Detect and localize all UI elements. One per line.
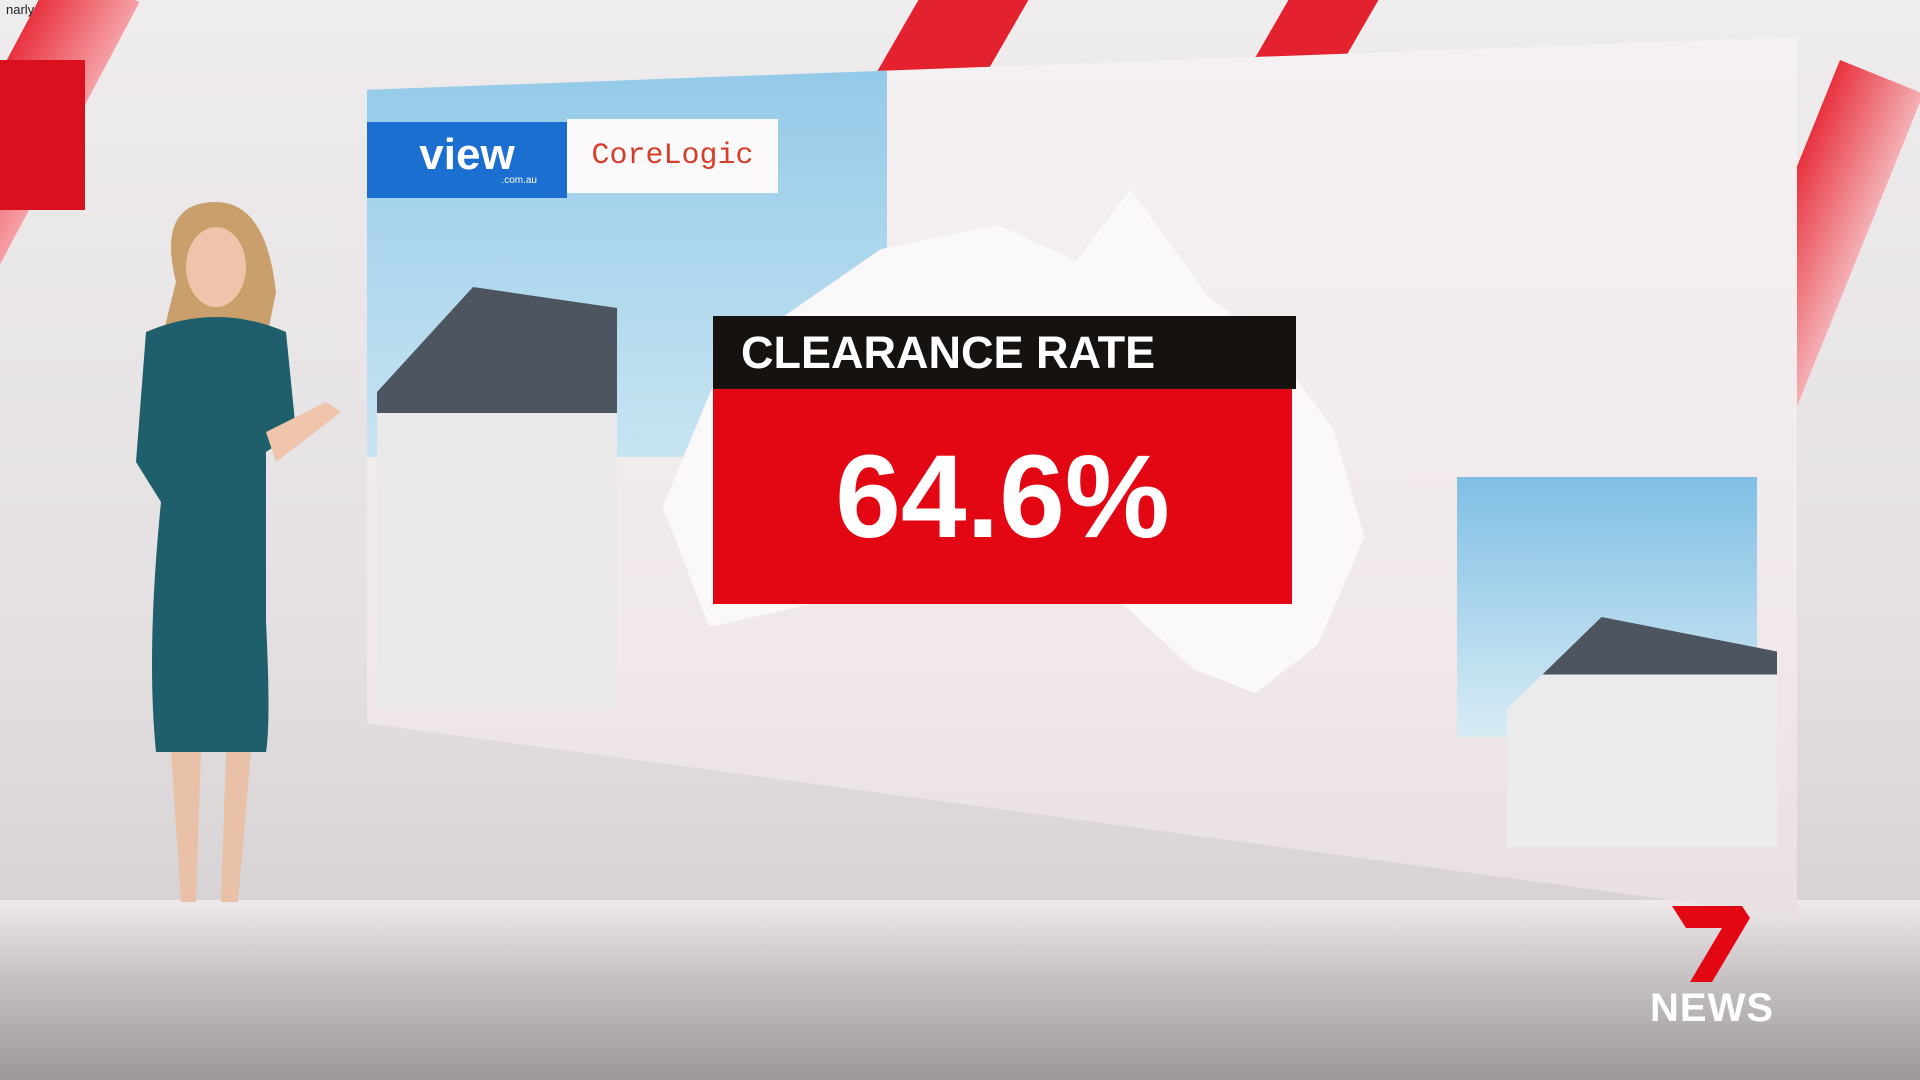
graphic-title: CLEARANCE RATE <box>713 316 1296 389</box>
view-logo: view .com.au <box>367 122 567 198</box>
view-logo-text: view <box>419 129 515 179</box>
news-logo-text: NEWS <box>1650 986 1774 1030</box>
corelogic-logo: CoreLogic <box>567 119 778 193</box>
view-logo-domain: .com.au <box>501 174 537 186</box>
caption-text: narly <box>6 2 35 17</box>
presenter <box>136 202 341 902</box>
red-panel <box>0 60 85 210</box>
seven-logo-icon <box>1672 906 1750 982</box>
studio-floor <box>0 900 1920 1080</box>
clearance-rate-value: 64.6% <box>713 389 1292 604</box>
house-image <box>377 287 617 707</box>
